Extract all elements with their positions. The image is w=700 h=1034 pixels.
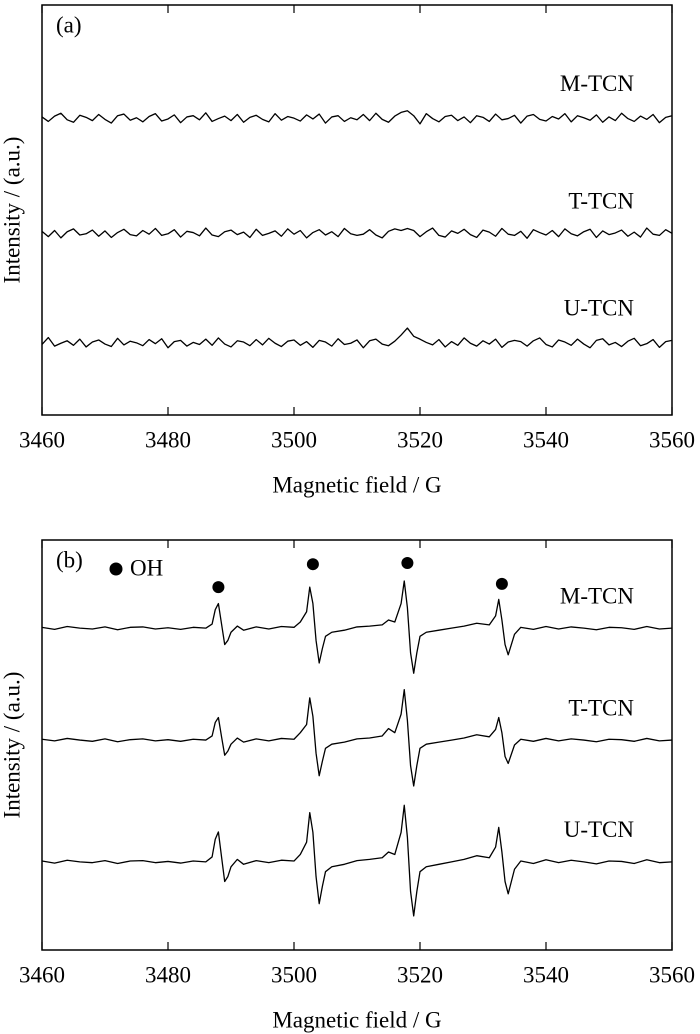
series-label: M-TCN (560, 71, 635, 96)
spectrum-line (41, 804, 673, 917)
x-tick-label: 3520 (397, 427, 443, 452)
x-tick-label: 3540 (523, 962, 569, 987)
x-tick-label: 3520 (397, 962, 443, 987)
spectrum-line (41, 227, 673, 239)
x-tick-label: 3460 (19, 427, 65, 452)
spectrum-line (41, 110, 673, 125)
x-tick-label: 3540 (523, 427, 569, 452)
spectrum-line (41, 580, 673, 674)
plot-frame (41, 4, 673, 416)
x-axis-label: Magnetic field / G (272, 472, 441, 497)
peak-marker (401, 556, 414, 569)
x-axis-label: Magnetic field / G (272, 1007, 441, 1032)
legend-label: OH (130, 555, 163, 580)
peak-marker (495, 577, 508, 590)
spectrum-line (41, 689, 673, 787)
peak-marker (306, 558, 319, 571)
series-label: M-TCN (560, 583, 635, 608)
x-tick-label: 3560 (649, 962, 695, 987)
y-axis-label: Intensity / (a.u.) (0, 137, 24, 284)
series-label: T-TCN (568, 189, 634, 214)
plot-frame (41, 539, 673, 951)
x-tick-label: 3480 (145, 427, 191, 452)
legend-marker (109, 562, 123, 576)
series-label: U-TCN (564, 296, 635, 321)
panel-label: (a) (56, 12, 82, 37)
series-label: T-TCN (568, 695, 634, 720)
panel-label: (b) (56, 547, 83, 572)
x-tick-label: 3480 (145, 962, 191, 987)
spectrum-line (41, 327, 673, 349)
peak-marker (212, 581, 225, 594)
x-tick-label: 3460 (19, 962, 65, 987)
y-axis-label: Intensity / (a.u.) (0, 672, 24, 819)
x-tick-label: 3500 (271, 427, 317, 452)
x-tick-label: 3500 (271, 962, 317, 987)
x-tick-label: 3560 (649, 427, 695, 452)
series-label: U-TCN (564, 817, 635, 842)
